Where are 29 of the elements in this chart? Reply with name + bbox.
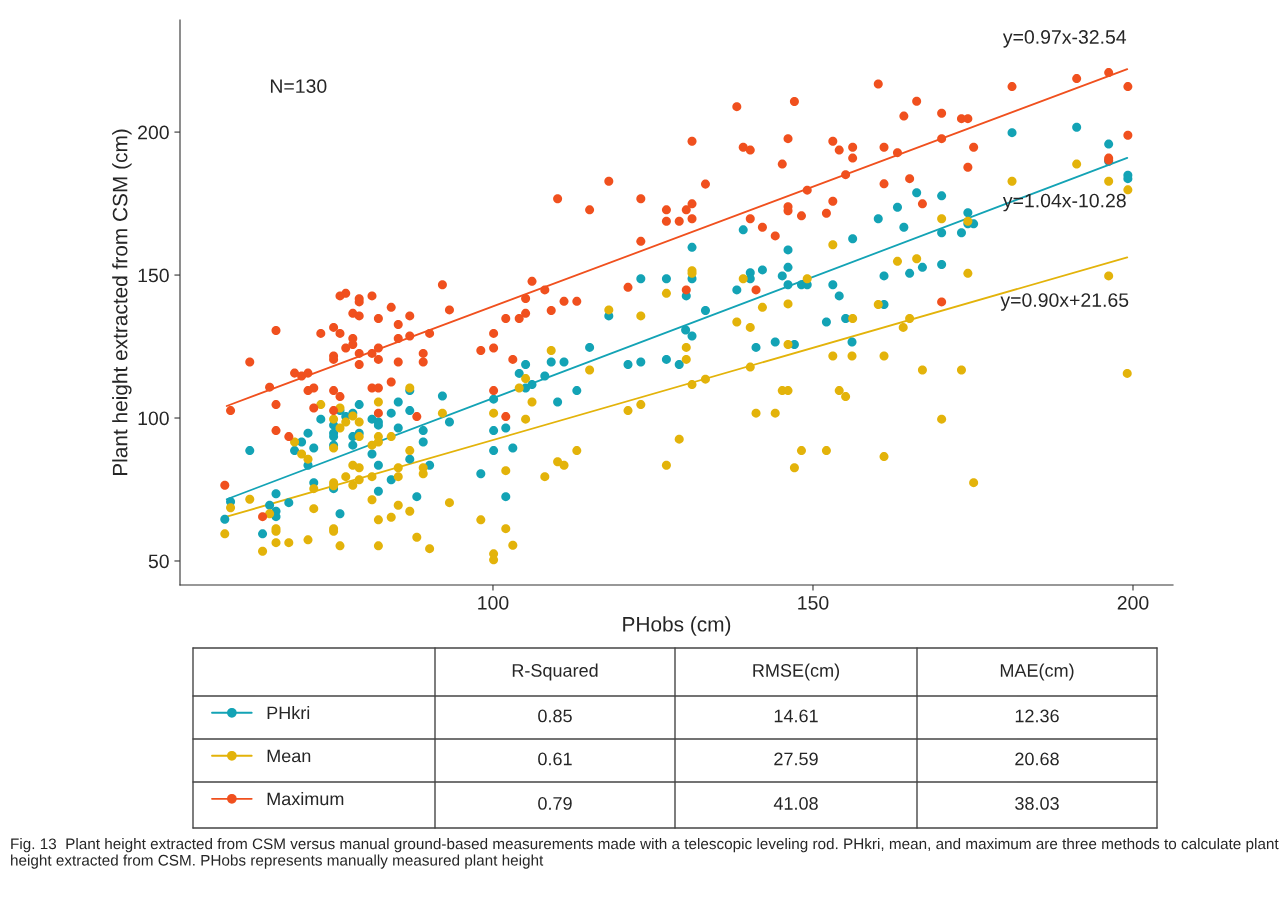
caption: Fig. 13 Plant height extracted from CSM versus manual ground-based measurements made with a telescopic leveling rod. PHkri, mean, and maximum are three methods to calculate plant height extracted from CSM. PHobs represents manually measured plant height: [11, 838, 1279, 869]
annotation: N=130: [270, 79, 327, 94]
text: 38.03: [1015, 797, 1059, 810]
text: 12.36: [1015, 709, 1059, 723]
text: 27.59: [774, 752, 818, 766]
text: 0.85: [538, 709, 572, 723]
legend-label: Maximum: [267, 792, 344, 806]
text: 14.61: [774, 709, 818, 723]
text: 0.79: [538, 797, 572, 810]
annotation: y=0.97x-32.54: [1002, 30, 1127, 48]
annotation: y=1.04x-10.28: [1002, 193, 1126, 212]
annotation: y=0.90x+21.65: [1000, 293, 1129, 311]
text: R-Squared: [512, 663, 598, 681]
text: MAE(cm): [1000, 663, 1074, 681]
x-tick-label: 200: [1117, 595, 1149, 610]
x-axis-title: PHobs (cm): [623, 616, 731, 636]
y-tick-label: 100: [138, 411, 169, 426]
y-tick-label: 50: [148, 554, 169, 569]
x-tick-label: 100: [478, 595, 509, 610]
y-axis-title: Plant height extracted from CSM (cm): [112, 129, 132, 476]
x-tick-label: 150: [798, 595, 829, 610]
text: 41.08: [773, 797, 818, 810]
text: RMSE(cm): [753, 663, 840, 681]
text: 20.68: [1015, 752, 1059, 766]
legend-label: PHkri: [267, 706, 310, 720]
y-tick-label: 150: [138, 268, 169, 283]
text: 0.61: [538, 752, 572, 766]
legend-label: Mean: [267, 749, 311, 763]
y-tick-label: 200: [138, 125, 169, 140]
